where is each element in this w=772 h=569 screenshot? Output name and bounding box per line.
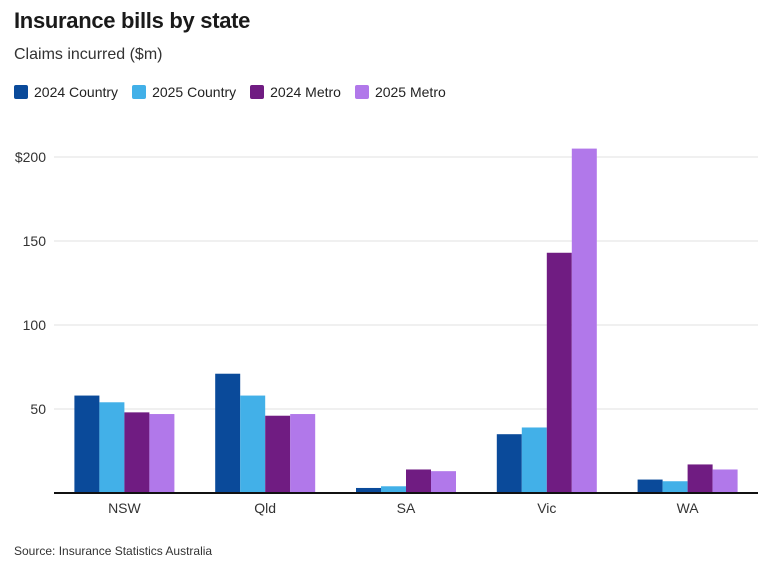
y-tick-label: $200: [15, 149, 46, 165]
legend-swatch-2024-metro: [250, 85, 265, 99]
source-note: Source: Insurance Statistics Australia: [14, 544, 213, 558]
legend-item-2025-metro: 2025 Metro: [354, 84, 446, 100]
bar: [356, 487, 381, 493]
legend-swatch-2024-country: [14, 85, 28, 99]
legend-item-2024-country: 2024 Country: [14, 84, 118, 100]
legend-label-2025-metro: 2025 Metro: [374, 84, 446, 100]
x-tick-label: Qld: [254, 500, 276, 516]
legend-swatch-2025-country: [132, 85, 147, 99]
axes: 50 100 150 $200 NSW Qld SA Vic WA: [15, 149, 758, 516]
x-tick-label: NSW: [108, 500, 141, 516]
x-tick-label: SA: [397, 500, 416, 516]
legend-swatch-2025-metro: [354, 85, 369, 99]
bar: [381, 486, 406, 493]
legend-label-2024-metro: 2024 Metro: [270, 84, 341, 100]
bars: [74, 148, 738, 493]
bar: [431, 471, 456, 493]
bar: [687, 464, 713, 493]
bar: [215, 373, 241, 493]
bar: [637, 479, 663, 493]
bar: [496, 434, 522, 493]
legend-label-2025-country: 2025 Country: [152, 84, 237, 100]
bar: [571, 148, 597, 493]
bar: [406, 469, 431, 493]
legend: 2024 Country 2025 Country 2024 Metro 202…: [14, 84, 446, 100]
bar: [290, 414, 316, 493]
legend-item-2025-country: 2025 Country: [132, 84, 236, 100]
y-tick-label: 100: [23, 317, 47, 333]
x-tick-label: Vic: [537, 500, 556, 516]
bar: [74, 395, 100, 493]
y-tick-label: 150: [23, 233, 47, 249]
y-tick-label: 50: [30, 401, 46, 417]
bar: [662, 481, 688, 493]
bar: [546, 252, 572, 493]
bar: [124, 412, 150, 493]
bar: [265, 415, 291, 493]
gridlines: [54, 156, 758, 410]
bar: [149, 414, 175, 493]
legend-label-2024-country: 2024 Country: [34, 84, 119, 100]
legend-item-2024-metro: 2024 Metro: [250, 84, 341, 100]
bar: [521, 427, 547, 493]
bar: [240, 395, 266, 493]
x-tick-label: WA: [677, 500, 700, 516]
chart-subtitle: Claims incurred ($m): [14, 46, 163, 63]
chart-title: Insurance bills by state: [14, 8, 251, 33]
bar: [712, 469, 738, 493]
bar: [99, 402, 125, 493]
